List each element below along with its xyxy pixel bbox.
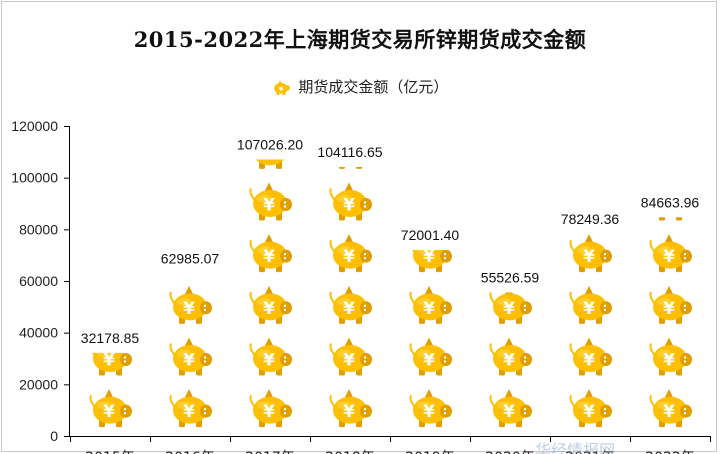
- bar: ¥¥: [89, 351, 132, 428]
- svg-text:¥: ¥: [183, 351, 195, 371]
- y-tick-label: 60000: [19, 273, 58, 289]
- svg-text:¥: ¥: [263, 351, 275, 371]
- x-tick-label: 2016年: [165, 450, 215, 454]
- y-tick-label: 20000: [19, 376, 58, 392]
- data-label: 62985.07: [161, 250, 220, 266]
- bar: ¥ ¥ ¥ ¥: [569, 234, 612, 428]
- svg-text:¥: ¥: [263, 402, 275, 422]
- data-label: 107026.20: [237, 137, 303, 153]
- bar: ¥ ¥ ¥: [489, 292, 532, 428]
- svg-text:¥: ¥: [278, 86, 283, 93]
- bar: ¥¥¥¥¥¥: [329, 167, 372, 428]
- y-tick-label: 80000: [19, 221, 58, 237]
- y-tick-label: 0: [50, 428, 58, 444]
- svg-text:¥: ¥: [183, 299, 195, 319]
- svg-text:¥: ¥: [343, 247, 355, 267]
- chart-title: 2015-2022年上海期货交易所锌期货成交金额: [133, 27, 587, 52]
- data-label: 104116.65: [317, 144, 382, 160]
- data-label: 84663.96: [641, 194, 700, 210]
- svg-text:¥: ¥: [503, 351, 515, 371]
- y-tick-label: 100000: [11, 170, 58, 186]
- svg-text:¥: ¥: [343, 351, 355, 371]
- svg-text:¥: ¥: [583, 247, 595, 267]
- y-tick-label: 120000: [11, 118, 58, 134]
- svg-text:¥: ¥: [503, 402, 515, 422]
- svg-text:¥: ¥: [263, 144, 275, 164]
- x-tick-label: 2018年: [325, 450, 375, 454]
- y-tick-label: 40000: [19, 325, 58, 341]
- svg-text:¥: ¥: [423, 351, 435, 371]
- svg-text:¥: ¥: [263, 196, 275, 216]
- svg-text:¥: ¥: [343, 402, 355, 422]
- svg-text:¥: ¥: [103, 351, 115, 371]
- svg-text:¥: ¥: [183, 402, 195, 422]
- svg-text:¥: ¥: [423, 247, 435, 267]
- x-tick-label: 2020年: [485, 450, 535, 454]
- bar: ¥ ¥ ¥ ¥: [409, 247, 452, 428]
- x-tick-label: 2017年: [245, 450, 295, 454]
- svg-text:¥: ¥: [423, 299, 435, 319]
- watermark: 华经情报网: [535, 441, 615, 454]
- svg-text:¥: ¥: [583, 351, 595, 371]
- svg-text:¥: ¥: [583, 402, 595, 422]
- svg-text:¥: ¥: [663, 299, 675, 319]
- x-tick-label: 2019年: [405, 450, 455, 454]
- svg-text:¥: ¥: [663, 351, 675, 371]
- data-label: 32178.85: [81, 330, 140, 346]
- svg-text:¥: ¥: [263, 247, 275, 267]
- x-tick-label: 2021年: [565, 450, 615, 454]
- data-label: 72001.40: [401, 227, 460, 243]
- svg-text:¥: ¥: [423, 402, 435, 422]
- x-tick-label: 2015年: [85, 450, 135, 454]
- svg-text:¥: ¥: [263, 299, 275, 319]
- svg-text:¥: ¥: [663, 247, 675, 267]
- svg-text:¥: ¥: [103, 402, 115, 422]
- svg-text:¥: ¥: [343, 299, 355, 319]
- bar: ¥¥¥¥: [169, 285, 212, 428]
- data-label: 55526.59: [481, 270, 540, 286]
- data-label: 78249.36: [561, 211, 620, 227]
- svg-text:¥: ¥: [663, 402, 675, 422]
- chart-legend: ¥ 期货成交金额（亿元）: [2, 76, 718, 97]
- svg-text:¥: ¥: [583, 299, 595, 319]
- svg-text:¥: ¥: [343, 196, 355, 216]
- legend-label: 期货成交金额（亿元）: [298, 78, 449, 96]
- svg-text:¥: ¥: [503, 299, 515, 319]
- piggy-bank-icon: ¥: [273, 80, 290, 95]
- x-tick-label: 2022年: [645, 450, 695, 454]
- bar: ¥¥¥¥¥: [649, 217, 692, 428]
- bar: ¥ ¥ ¥ ¥ ¥ ¥: [249, 144, 292, 428]
